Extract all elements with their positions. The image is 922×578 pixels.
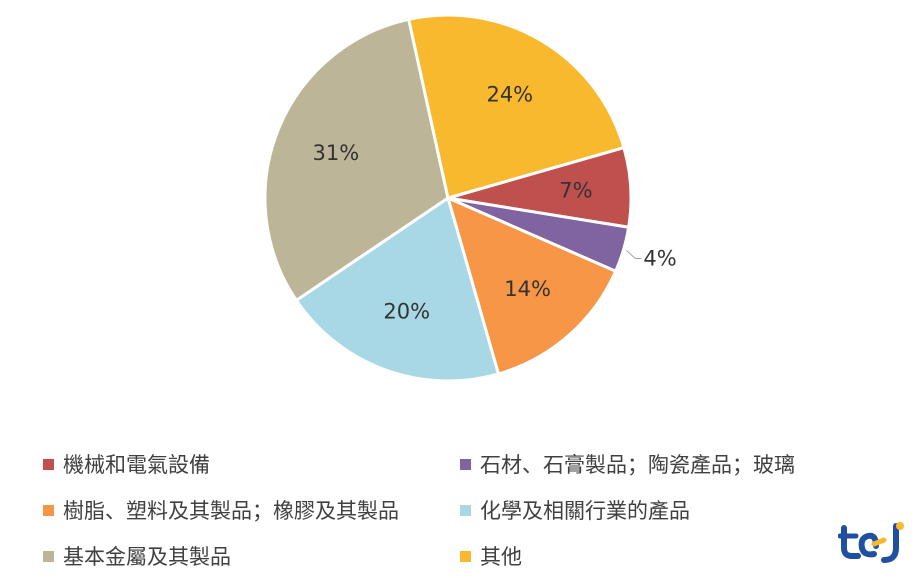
slice-base-metals [263,17,450,303]
slice-percent-label: 24% [486,82,533,106]
slice-others [406,13,626,200]
slice-chemicals [294,195,501,383]
slice-percent-label: 7% [559,178,592,202]
tej-logo [838,522,904,563]
slice-percent-label: 20% [383,300,430,324]
slice-percent-label: 14% [504,277,551,301]
slice-percent-label: 31% [313,141,360,165]
slice-percent-label: 4% [643,247,676,271]
leader-line [626,250,642,259]
slice-plastics-rubber [445,195,618,376]
